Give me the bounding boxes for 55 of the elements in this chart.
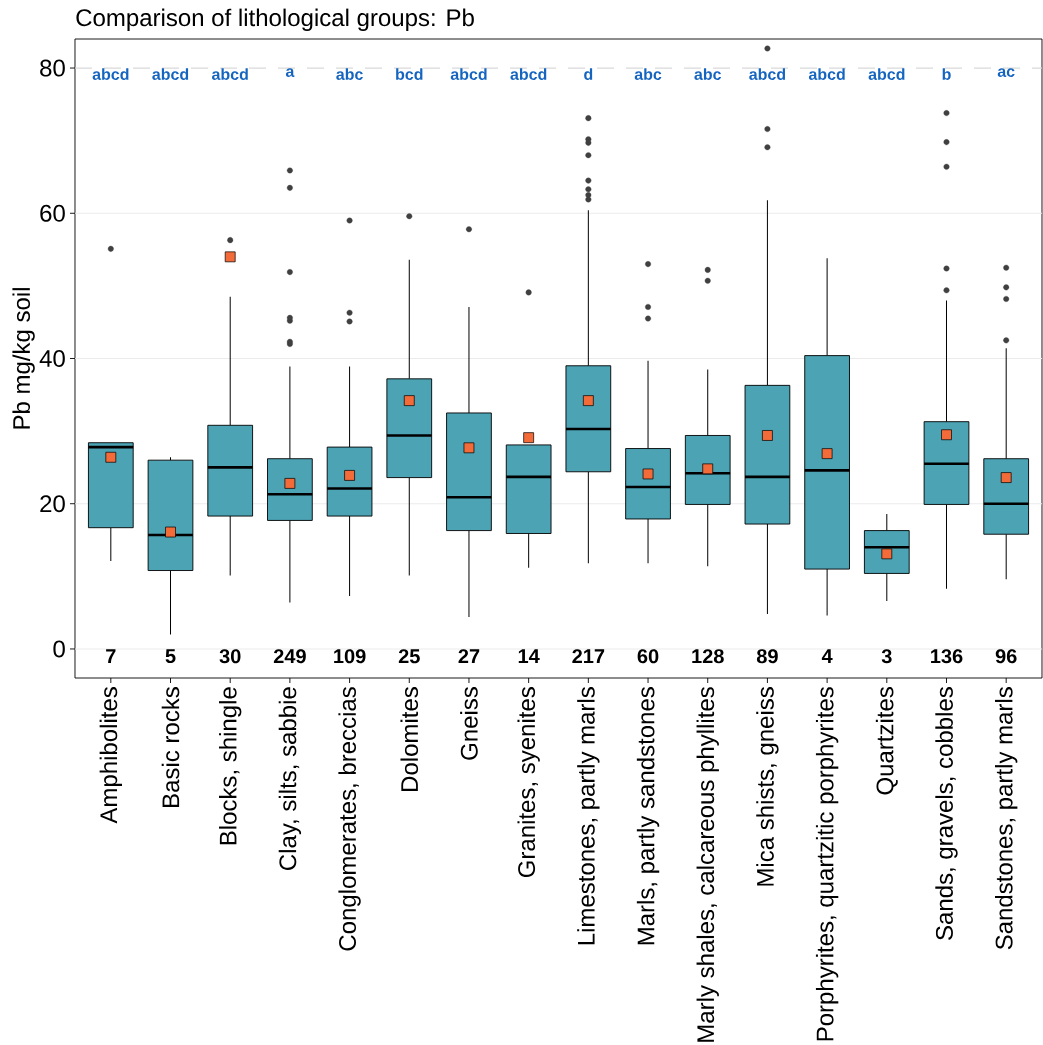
y-tick-label: 60	[40, 204, 65, 222]
annotation: bcd	[396, 68, 423, 80]
annotation: 109	[334, 649, 366, 664]
annotation: 5	[165, 649, 176, 664]
annotation: 7	[106, 649, 116, 663]
annotation: abcd	[808, 68, 845, 80]
x-tick-label: Dolomites	[400, 687, 419, 791]
annotation: abcd	[510, 68, 547, 80]
annotation: abcd	[450, 68, 487, 80]
annotation: abc	[634, 68, 662, 80]
annotation: b	[942, 68, 951, 80]
annotation: 14	[518, 649, 540, 663]
annotation: 96	[995, 649, 1017, 664]
annotation: 25	[398, 649, 420, 664]
x-tick-label: Amphibolites	[99, 687, 123, 824]
annotation: 27	[458, 649, 480, 664]
annotation: 128	[692, 649, 724, 664]
annotation: 136	[931, 649, 963, 664]
y-axis-title: Pb mg/kg soil	[12, 288, 35, 429]
chart-title: Comparison of lithological groups: Pb	[76, 8, 474, 31]
annotation: 3	[881, 649, 892, 664]
x-tick-label: Marly shales, calcareous phyllites	[696, 687, 719, 1042]
annotation: abcd	[152, 68, 189, 80]
annotation: abcd	[868, 68, 905, 80]
annotation: abcd	[212, 68, 248, 80]
x-tick-label: Marls, partly sandstones	[636, 687, 660, 945]
annotation: 217	[572, 649, 605, 664]
x-tick-label: Granites, syenites	[517, 687, 540, 878]
annotation: abc	[694, 68, 722, 80]
annotation: 249	[273, 649, 306, 664]
x-tick-label: Porphyrites, quartzitic porphyrites	[815, 687, 839, 1041]
annotation: d	[584, 68, 593, 80]
x-tick-label: Sandstones, partly marls	[995, 687, 1018, 950]
x-tick-label: Sands, gravels, cobbles	[935, 687, 958, 940]
x-tick-label: Limestones, partly marls	[577, 687, 600, 945]
x-tick-label: Conglomerates, breccias	[338, 687, 361, 951]
annotation: a	[285, 68, 295, 78]
annotation: abcd	[749, 68, 786, 80]
x-tick-label: Clay, silts, sabbie	[278, 687, 302, 870]
y-tick-label: 40	[39, 350, 65, 367]
y-tick-label: 20	[40, 495, 65, 513]
x-tick-label: Quartzites	[875, 687, 898, 795]
annotation: ac	[997, 68, 1015, 78]
y-tick-label: 80	[40, 59, 65, 77]
x-tick-label: Blocks, shingle	[219, 687, 242, 845]
annotation: 89	[756, 649, 778, 664]
annotation: 4	[821, 649, 833, 663]
x-tick-label: Mica shists, gneiss	[756, 687, 779, 886]
annotation: 60	[637, 649, 659, 664]
annotation: abcd	[92, 68, 129, 80]
annotation: 30	[219, 649, 241, 664]
y-tick-label: 0	[53, 640, 65, 658]
x-tick-label: Gneiss	[460, 687, 478, 760]
x-tick-label: Basic rocks	[161, 687, 180, 807]
annotation: abc	[336, 68, 363, 80]
